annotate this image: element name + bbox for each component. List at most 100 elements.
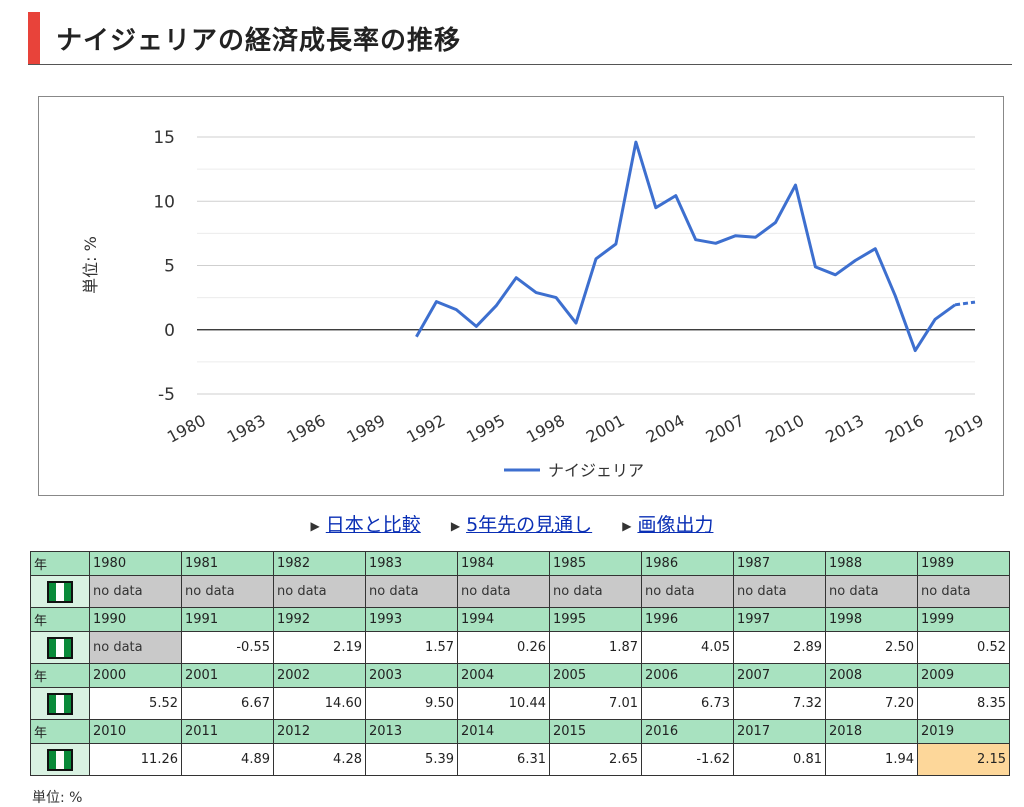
nigeria-flag-icon — [47, 692, 73, 715]
value-cell: 6.67 — [181, 687, 274, 720]
year-cell: 2019 — [917, 719, 1010, 744]
y-tick-label: 0 — [164, 321, 175, 341]
nigeria-flag-icon — [47, 580, 73, 603]
value-cell: 0.26 — [457, 631, 550, 664]
value-cell: 1.87 — [549, 631, 642, 664]
year-cell: 1988 — [825, 551, 918, 576]
x-tick-label: 2010 — [762, 411, 807, 447]
growth-chart: 15 10 5 0 -5 1980 1983 1986 1989 1992 1995 1998 2001… — [38, 96, 1004, 496]
x-tick-label: 1995 — [463, 411, 508, 447]
compare-japan-link[interactable]: 日本と比較 — [325, 514, 421, 536]
x-tick-label: 1989 — [344, 411, 389, 447]
nigeria-flag-icon — [47, 748, 73, 771]
line-chart: 15 10 5 0 -5 1980 1983 1986 1989 1992 1995 1998 2001… — [81, 128, 987, 480]
link-bullet-icon: ▶ — [450, 518, 461, 533]
x-tick-label: 2004 — [643, 411, 688, 447]
no-data-cell: no data — [917, 575, 1010, 608]
year-cell: 2009 — [917, 663, 1010, 688]
year-cell: 2012 — [273, 719, 366, 744]
year-cell: 1999 — [917, 607, 1010, 632]
y-tick-label: 5 — [164, 257, 175, 277]
year-cell: 1994 — [457, 607, 550, 632]
x-tick-label: 2007 — [703, 411, 748, 447]
year-cell: 2002 — [273, 663, 366, 688]
year-cell: 1983 — [365, 551, 458, 576]
year-cell: 1997 — [733, 607, 826, 632]
year-label-cell: 年 — [30, 663, 90, 688]
image-export-link-item[interactable]: ▶ 画像出力 — [622, 510, 713, 537]
series-line-nigeria-forecast — [954, 300, 976, 307]
year-label-cell: 年 — [30, 551, 90, 576]
value-cell: 4.28 — [273, 743, 366, 776]
y-tick-label: 10 — [153, 192, 175, 212]
page-title: ナイジェリアの経済成長率の推移 — [56, 26, 462, 56]
year-cell: 1980 — [89, 551, 182, 576]
year-cell: 2000 — [89, 663, 182, 688]
x-tick-label: 1983 — [224, 411, 269, 447]
value-row: 11.26 4.89 4.28 5.39 6.31 2.65 -1.62 0.81 1.94 2.… — [30, 743, 1010, 776]
forecast-link-item[interactable]: ▶ 5年先の見通し — [451, 510, 592, 537]
no-data-cell: no data — [549, 575, 642, 608]
image-export-link[interactable]: 画像出力 — [637, 514, 714, 536]
title-accent-bar — [28, 12, 40, 64]
year-header-row: 年 1980 1981 1982 1983 1984 1985 1986 1987 1988 198… — [30, 551, 1010, 576]
series-line-nigeria — [415, 140, 956, 353]
year-label-cell: 年 — [30, 719, 90, 744]
no-data-cell: no data — [641, 575, 734, 608]
link-bullet-icon: ▶ — [310, 518, 320, 533]
y-tick-label: 15 — [153, 128, 175, 148]
growth-data-table: 年 1980 1981 1982 1983 1984 1985 1986 1987 1988 198… — [30, 551, 1010, 776]
x-tick-label: 2013 — [822, 411, 867, 447]
year-cell: 1993 — [365, 607, 458, 632]
year-cell: 1987 — [733, 551, 826, 576]
year-cell: 2010 — [89, 719, 182, 744]
value-cell: 5.52 — [89, 687, 182, 720]
year-cell: 1981 — [181, 551, 274, 576]
x-tick-label: 2016 — [882, 411, 927, 447]
x-tick-label: 2001 — [583, 411, 628, 447]
value-cell: 6.73 — [641, 687, 734, 720]
x-tick-label: 2019 — [942, 411, 987, 447]
year-label-cell: 年 — [30, 607, 90, 632]
no-data-cell: no data — [89, 575, 182, 608]
value-cell: 2.19 — [273, 631, 366, 664]
year-cell: 1984 — [457, 551, 550, 576]
value-row: no data no data no data no data no data no da… — [30, 575, 1010, 608]
value-cell: 4.89 — [181, 743, 274, 776]
no-data-cell: no data — [825, 575, 918, 608]
no-data-cell: no data — [733, 575, 826, 608]
nigeria-flag-icon — [47, 636, 73, 659]
value-cell: 10.44 — [457, 687, 550, 720]
five-year-forecast-link[interactable]: 5年先の見通し — [466, 514, 593, 536]
no-data-cell: no data — [365, 575, 458, 608]
value-cell: 8.35 — [917, 687, 1010, 720]
year-cell: 1998 — [825, 607, 918, 632]
legend-label: ナイジェリア — [548, 461, 644, 480]
year-cell: 2001 — [181, 663, 274, 688]
year-cell: 2017 — [733, 719, 826, 744]
x-tick-label: 1980 — [164, 411, 209, 447]
value-cell: 0.81 — [733, 743, 826, 776]
value-cell: 14.60 — [273, 687, 366, 720]
year-cell: 2006 — [641, 663, 734, 688]
no-data-cell: no data — [273, 575, 366, 608]
value-cell: 7.01 — [549, 687, 642, 720]
year-cell: 1991 — [181, 607, 274, 632]
value-cell: 0.52 — [917, 631, 1010, 664]
compare-japan-link-item[interactable]: ▶ 日本と比較 — [311, 510, 421, 537]
value-cell: 2.89 — [733, 631, 826, 664]
flag-cell — [30, 575, 90, 608]
value-row: no data -0.55 2.19 1.57 0.26 1.87 4.05 2.89 2.50… — [30, 631, 1010, 664]
year-cell: 1992 — [273, 607, 366, 632]
no-data-cell: no data — [89, 631, 182, 664]
y-axis-label: 単位: % — [81, 236, 100, 294]
value-cell: 9.50 — [365, 687, 458, 720]
x-tick-label: 1998 — [523, 411, 568, 447]
year-cell: 1989 — [917, 551, 1010, 576]
value-cell: 7.20 — [825, 687, 918, 720]
value-cell: 2.50 — [825, 631, 918, 664]
page-header: ナイジェリアの経済成長率の推移 — [28, 12, 1012, 65]
unit-note: 単位: % — [32, 790, 83, 806]
year-cell: 1985 — [549, 551, 642, 576]
year-cell: 1982 — [273, 551, 366, 576]
